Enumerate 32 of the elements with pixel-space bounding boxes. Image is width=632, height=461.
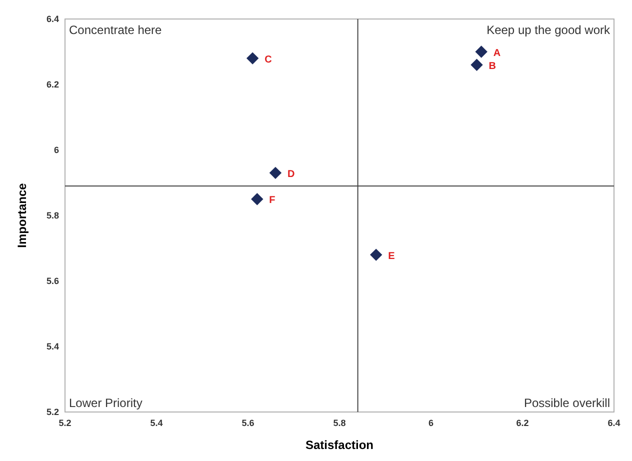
y-tick-label: 5.4	[46, 342, 59, 352]
annotation: Lower Priority	[69, 396, 142, 410]
point	[246, 52, 259, 64]
annotation: B	[488, 60, 496, 72]
point	[251, 193, 264, 206]
x-tick-label: 5.4	[150, 418, 163, 428]
x-tick-label: 6.2	[516, 418, 529, 428]
y-tick-label: 5.8	[46, 210, 59, 220]
x-tick-label: 5.2	[58, 418, 72, 428]
y-tick-label: 5.2	[46, 407, 59, 417]
annotation: A	[493, 48, 501, 59]
y-axis-title: Importance	[15, 182, 29, 248]
y-tick-label: 6.4	[46, 14, 59, 24]
annotation: Concentrate here	[69, 23, 162, 37]
point	[370, 248, 382, 261]
x-tick-label: 5.6	[242, 418, 254, 428]
annotation: C	[264, 54, 272, 66]
annotation: Keep up the good work	[486, 23, 611, 37]
x-axis-title: Satisfaction	[305, 438, 374, 452]
y-tick-label: 5.6	[46, 276, 59, 286]
x-tick-label: 5.8	[333, 418, 346, 428]
x-tick-label: 6.4	[608, 418, 620, 428]
annotation: E	[388, 250, 396, 262]
y-tick-label: 6.2	[46, 80, 59, 90]
annotation: D	[287, 168, 295, 180]
point	[475, 46, 488, 58]
point	[470, 58, 483, 71]
annotation: Possible overkill	[524, 396, 610, 410]
x-tick-label: 6	[428, 418, 434, 428]
annotation: F	[269, 195, 276, 206]
point	[269, 166, 282, 180]
y-tick-label: 6	[54, 145, 59, 155]
